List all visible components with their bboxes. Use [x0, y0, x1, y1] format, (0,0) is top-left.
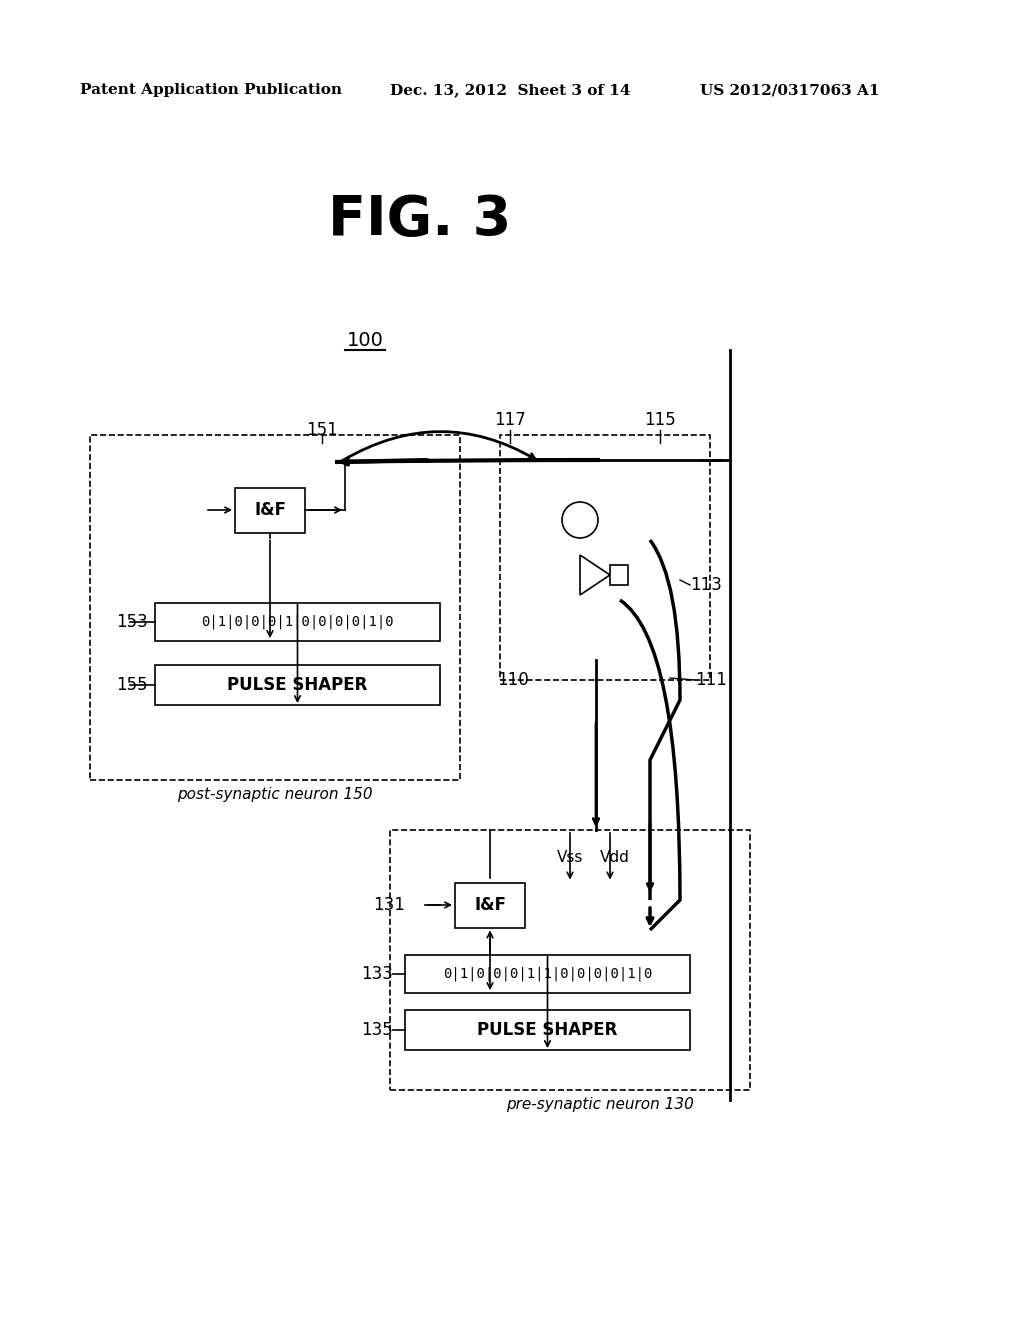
Polygon shape: [580, 554, 610, 595]
Text: 110: 110: [497, 671, 528, 689]
Text: 155: 155: [117, 676, 148, 694]
FancyBboxPatch shape: [455, 883, 525, 928]
Text: 135: 135: [361, 1020, 393, 1039]
Text: 115: 115: [644, 411, 676, 429]
FancyBboxPatch shape: [155, 665, 440, 705]
Text: I&F: I&F: [254, 502, 286, 519]
FancyBboxPatch shape: [234, 487, 305, 532]
Text: Dec. 13, 2012  Sheet 3 of 14: Dec. 13, 2012 Sheet 3 of 14: [390, 83, 631, 96]
Text: post-synaptic neuron 150: post-synaptic neuron 150: [177, 788, 373, 803]
FancyBboxPatch shape: [610, 565, 628, 585]
Text: 133: 133: [361, 965, 393, 983]
Text: Vdd: Vdd: [600, 850, 630, 866]
Text: Patent Application Publication: Patent Application Publication: [80, 83, 342, 96]
Circle shape: [562, 502, 598, 539]
Text: 0|1|0|0|0|1|1|0|0|0|0|1|0: 0|1|0|0|0|1|1|0|0|0|0|1|0: [442, 966, 652, 981]
FancyBboxPatch shape: [406, 1010, 690, 1049]
FancyBboxPatch shape: [155, 603, 440, 642]
Text: 111: 111: [695, 671, 727, 689]
Text: 100: 100: [346, 330, 383, 350]
Text: Vss: Vss: [557, 850, 584, 866]
Text: 131: 131: [373, 896, 406, 913]
Text: PULSE SHAPER: PULSE SHAPER: [477, 1020, 617, 1039]
Text: 117: 117: [495, 411, 526, 429]
Text: FIG. 3: FIG. 3: [329, 193, 512, 247]
Text: 153: 153: [117, 612, 148, 631]
Text: PULSE SHAPER: PULSE SHAPER: [227, 676, 368, 694]
Text: 151: 151: [306, 421, 338, 440]
Text: pre-synaptic neuron 130: pre-synaptic neuron 130: [506, 1097, 694, 1113]
Text: 0|1|0|0|0|1|0|0|0|0|1|0: 0|1|0|0|0|1|0|0|0|0|1|0: [201, 615, 394, 630]
Text: I&F: I&F: [474, 896, 506, 913]
Text: US 2012/0317063 A1: US 2012/0317063 A1: [700, 83, 880, 96]
Text: 113: 113: [690, 576, 722, 594]
FancyBboxPatch shape: [406, 954, 690, 993]
